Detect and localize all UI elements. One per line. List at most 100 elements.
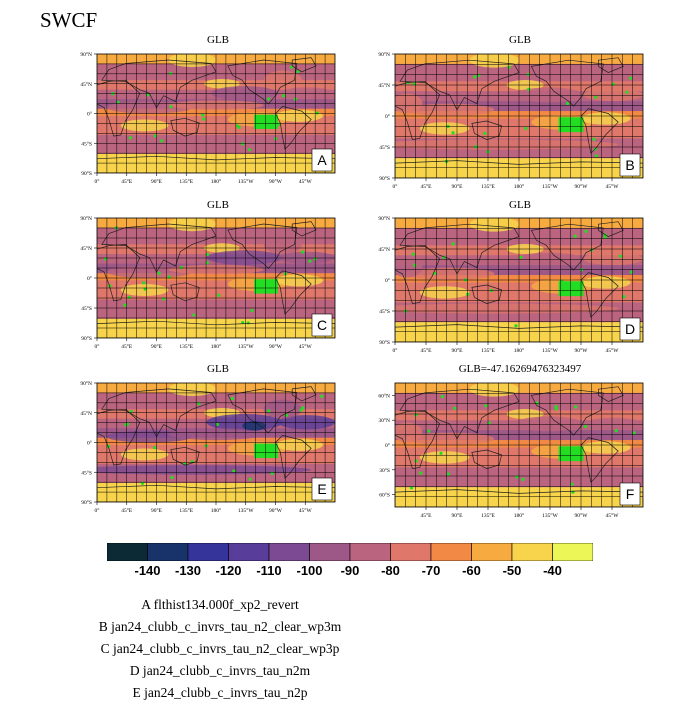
low-swcf-feature — [168, 264, 264, 275]
coastline — [399, 388, 520, 440]
field-blob — [168, 383, 216, 397]
lon-tick-label: 90°E — [151, 343, 163, 350]
lat-tick-label: 45°N — [378, 82, 390, 89]
lat-tick-label: 0° — [385, 113, 390, 120]
station-dot — [477, 73, 481, 77]
lat-tick-label: 90°N — [80, 51, 92, 58]
field-band — [97, 99, 335, 110]
station-dot — [571, 490, 575, 494]
colorbar-tick-label: -80 — [381, 563, 400, 578]
legend-line-d: D jan24_clubb_c_invrs_tau_n2m — [129, 663, 311, 678]
field-band — [395, 227, 643, 238]
station-dot — [143, 287, 147, 291]
coastline — [598, 57, 624, 73]
station-dot — [419, 471, 423, 475]
station-dot — [190, 460, 194, 464]
low-swcf-feature — [395, 303, 619, 314]
panel-letter: D — [625, 321, 635, 337]
lon-tick-label: 135°W — [542, 347, 558, 354]
field-blob — [120, 284, 169, 296]
field-blob — [531, 443, 594, 459]
low-swcf-feature — [106, 430, 193, 443]
coastline — [580, 437, 619, 483]
station-dot — [584, 229, 588, 233]
station-dot — [153, 445, 157, 450]
lon-tick-label: 180° — [211, 343, 221, 350]
lon-tick-label: 180° — [514, 512, 524, 519]
low-swcf-feature — [206, 250, 283, 265]
field-band — [395, 255, 643, 266]
panel-title: GLB — [207, 363, 229, 375]
map-frame — [394, 382, 644, 508]
field-band — [395, 128, 643, 139]
field-band — [97, 54, 335, 65]
low-swcf-feature — [277, 415, 335, 430]
station-dot — [554, 405, 558, 409]
low-swcf-feature — [395, 468, 619, 479]
lon-tick-label: 135°E — [481, 347, 495, 354]
lon-tick-label: 135°W — [238, 507, 254, 514]
field-blob — [506, 244, 544, 254]
lon-tick-label: 45°E — [420, 347, 432, 354]
coastline — [101, 223, 217, 273]
lon-tick-label: 45°W — [606, 347, 620, 354]
lon-tick-label: 45°W — [299, 343, 313, 350]
field-blob — [419, 451, 470, 464]
field-band — [97, 125, 335, 136]
station-dot — [273, 136, 278, 141]
field-band — [97, 218, 335, 229]
field-blob — [227, 112, 288, 127]
station-dot — [111, 91, 115, 96]
station-dot — [123, 303, 127, 307]
low-swcf-feature — [168, 100, 264, 110]
station-dot — [603, 233, 607, 237]
low-swcf-feature — [583, 252, 643, 266]
field-band — [97, 428, 335, 439]
field-band — [97, 392, 335, 402]
station-dot — [205, 261, 209, 265]
field-band — [395, 447, 643, 458]
lon-tick-label: 90°E — [151, 178, 163, 185]
coastline — [399, 59, 520, 111]
colorbar-swatch — [309, 543, 351, 561]
station-dot — [296, 69, 300, 74]
colorbar-swatch — [390, 543, 432, 561]
station-dot — [442, 255, 446, 259]
station-dot — [593, 147, 597, 151]
panel-title: GLB=-47.16269476323497 — [458, 363, 582, 375]
field-band — [97, 80, 335, 91]
lat-tick-label: 90°S — [379, 339, 390, 346]
lat-tick-label: 60°N — [378, 392, 390, 399]
lon-tick-label: 45°E — [420, 512, 432, 519]
field-band — [395, 467, 643, 478]
coastline — [101, 59, 217, 109]
station-dot — [107, 444, 111, 449]
map-frame — [96, 382, 336, 503]
lat-tick-label: 90°N — [378, 51, 390, 58]
legend-line-b: B jan24_clubb_c_invrs_tau_n2_clear_wp3m — [98, 619, 342, 634]
station-dot — [474, 145, 478, 149]
station-dot — [169, 105, 173, 109]
field-band — [97, 71, 335, 81]
lon-tick-label: 90°E — [451, 512, 463, 519]
station-dot — [463, 278, 468, 282]
coastline — [227, 59, 298, 105]
colorbar-swatch — [147, 543, 189, 561]
station-dot — [519, 255, 523, 259]
field-band — [97, 473, 335, 484]
coastline — [291, 57, 317, 73]
lat-tick-label: 0° — [87, 275, 92, 282]
lat-tick-label: 45°S — [81, 305, 92, 312]
station-dot — [483, 131, 487, 135]
lon-tick-label: 135°W — [542, 512, 558, 519]
lon-tick-label: 90°W — [575, 512, 589, 519]
lon-tick-label: 0° — [393, 347, 398, 354]
coastline — [530, 388, 604, 436]
field-band — [97, 454, 335, 465]
lat-tick-label: 45°N — [378, 246, 390, 253]
coastline — [170, 117, 200, 137]
lat-tick-label: 45°S — [379, 308, 390, 315]
low-swcf-feature — [97, 465, 312, 475]
lon-tick-label: 90°W — [269, 507, 283, 514]
